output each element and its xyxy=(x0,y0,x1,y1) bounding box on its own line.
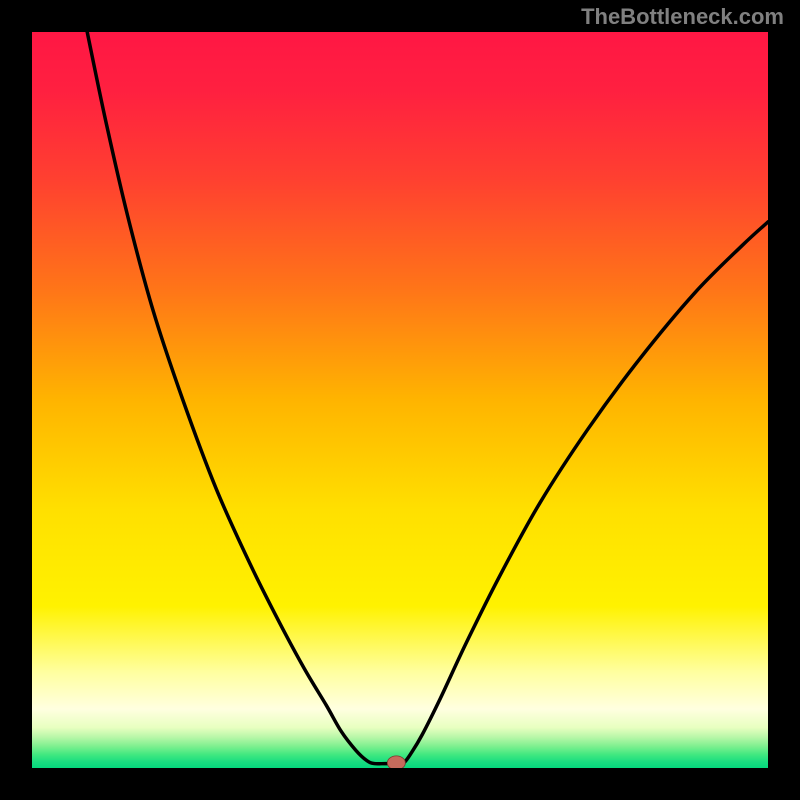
plot-background xyxy=(32,32,768,768)
watermark-text: TheBottleneck.com xyxy=(581,4,784,30)
minimum-marker xyxy=(387,756,405,770)
chart-container: TheBottleneck.com xyxy=(0,0,800,800)
bottleneck-chart xyxy=(0,0,800,800)
